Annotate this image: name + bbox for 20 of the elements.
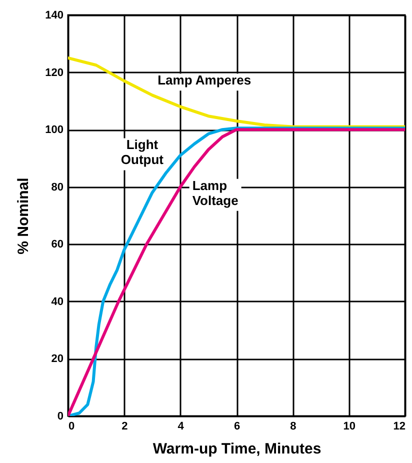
- x-tick-label: 2: [122, 420, 128, 432]
- y-tick-label: 20: [51, 353, 64, 366]
- y-tick-label: 120: [45, 66, 64, 79]
- x-tick-label: 8: [290, 420, 296, 432]
- x-tick-label: 10: [343, 420, 356, 432]
- y-tick-label: 0: [57, 410, 64, 422]
- x-tick-label: 12: [393, 420, 406, 432]
- x-tick-label: 6: [234, 420, 240, 432]
- y-tick-label: 100: [45, 124, 64, 136]
- series-label: Light Output: [120, 137, 164, 168]
- x-axis-title: Warm-up Time, Minutes: [152, 440, 322, 458]
- series-label: Lamp Voltage: [192, 178, 238, 208]
- y-axis-title: % Nominal: [15, 178, 32, 254]
- y-tick-label: 140: [45, 10, 64, 22]
- series-label: Lamp Amperes: [158, 72, 252, 88]
- y-tick-label: 40: [51, 296, 64, 308]
- y-tick-label: 60: [51, 238, 64, 251]
- x-tick-label: 4: [178, 420, 185, 432]
- x-tick-label: 0: [68, 420, 75, 432]
- y-tick-label: 80: [51, 181, 64, 194]
